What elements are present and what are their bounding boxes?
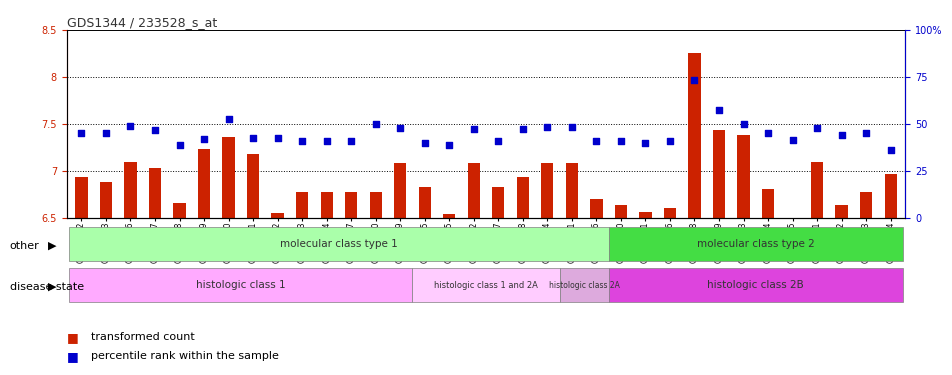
- Point: [735, 121, 750, 127]
- Point: [269, 135, 285, 141]
- Bar: [149, 168, 161, 217]
- Point: [760, 130, 775, 136]
- Bar: [859, 192, 871, 217]
- FancyBboxPatch shape: [69, 227, 608, 261]
- Bar: [761, 189, 773, 217]
- Point: [613, 138, 628, 144]
- Bar: [100, 182, 112, 218]
- Point: [539, 124, 554, 130]
- Text: ■: ■: [67, 350, 78, 363]
- Bar: [491, 187, 504, 218]
- Point: [123, 123, 138, 129]
- Point: [441, 142, 456, 148]
- Bar: [247, 154, 259, 218]
- Point: [343, 138, 358, 144]
- Text: GDS1344 / 233528_s_at: GDS1344 / 233528_s_at: [67, 16, 217, 29]
- Point: [417, 140, 432, 146]
- Point: [686, 77, 702, 83]
- Bar: [222, 137, 234, 218]
- Point: [221, 116, 236, 122]
- Bar: [394, 163, 406, 218]
- Bar: [883, 174, 896, 217]
- Bar: [418, 187, 430, 218]
- Text: molecular class type 1: molecular class type 1: [280, 239, 397, 249]
- Bar: [296, 192, 307, 217]
- Point: [833, 132, 848, 138]
- Bar: [173, 203, 186, 217]
- Text: molecular class type 2: molecular class type 2: [696, 239, 814, 249]
- Bar: [124, 162, 136, 218]
- Point: [73, 130, 89, 136]
- Point: [564, 124, 579, 130]
- Point: [662, 138, 677, 144]
- Text: transformed count: transformed count: [90, 333, 194, 342]
- Bar: [271, 213, 284, 217]
- Bar: [75, 177, 88, 218]
- Text: histologic class 1 and 2A: histologic class 1 and 2A: [434, 280, 537, 290]
- Point: [490, 138, 506, 144]
- Bar: [345, 192, 357, 217]
- Bar: [565, 163, 577, 218]
- Bar: [687, 54, 700, 217]
- Text: histologic class 1: histologic class 1: [196, 280, 286, 290]
- Point: [883, 147, 898, 153]
- Bar: [737, 135, 749, 218]
- Bar: [198, 149, 210, 217]
- Point: [319, 138, 334, 144]
- Point: [858, 130, 873, 136]
- FancyBboxPatch shape: [608, 227, 902, 261]
- Point: [710, 106, 725, 112]
- Text: ■: ■: [67, 331, 78, 344]
- Point: [171, 142, 187, 148]
- Bar: [589, 199, 602, 217]
- Bar: [541, 163, 553, 218]
- FancyBboxPatch shape: [559, 268, 608, 302]
- FancyBboxPatch shape: [69, 268, 412, 302]
- Point: [246, 135, 261, 141]
- Point: [515, 126, 530, 132]
- Point: [637, 140, 652, 146]
- FancyBboxPatch shape: [608, 268, 902, 302]
- Point: [196, 136, 211, 142]
- Bar: [664, 208, 675, 218]
- Bar: [467, 163, 480, 218]
- FancyBboxPatch shape: [412, 268, 559, 302]
- Bar: [369, 192, 382, 217]
- Bar: [639, 212, 651, 217]
- Point: [808, 125, 823, 132]
- Text: disease state: disease state: [10, 282, 84, 292]
- Bar: [835, 206, 847, 218]
- Bar: [443, 214, 455, 217]
- Bar: [320, 192, 332, 217]
- Text: ▶: ▶: [49, 282, 56, 292]
- Text: ▶: ▶: [49, 241, 56, 250]
- Text: percentile rank within the sample: percentile rank within the sample: [90, 351, 278, 361]
- Point: [294, 138, 309, 144]
- Bar: [810, 162, 823, 218]
- Text: other: other: [10, 241, 39, 250]
- Point: [466, 126, 481, 132]
- Bar: [516, 177, 528, 218]
- Point: [98, 130, 113, 136]
- Bar: [712, 130, 724, 218]
- Point: [784, 137, 800, 143]
- Point: [367, 121, 383, 127]
- Text: histologic class 2A: histologic class 2A: [548, 280, 619, 290]
- Point: [148, 128, 163, 134]
- Bar: [614, 206, 626, 218]
- Point: [392, 125, 407, 132]
- Point: [588, 138, 604, 144]
- Text: histologic class 2B: histologic class 2B: [706, 280, 803, 290]
